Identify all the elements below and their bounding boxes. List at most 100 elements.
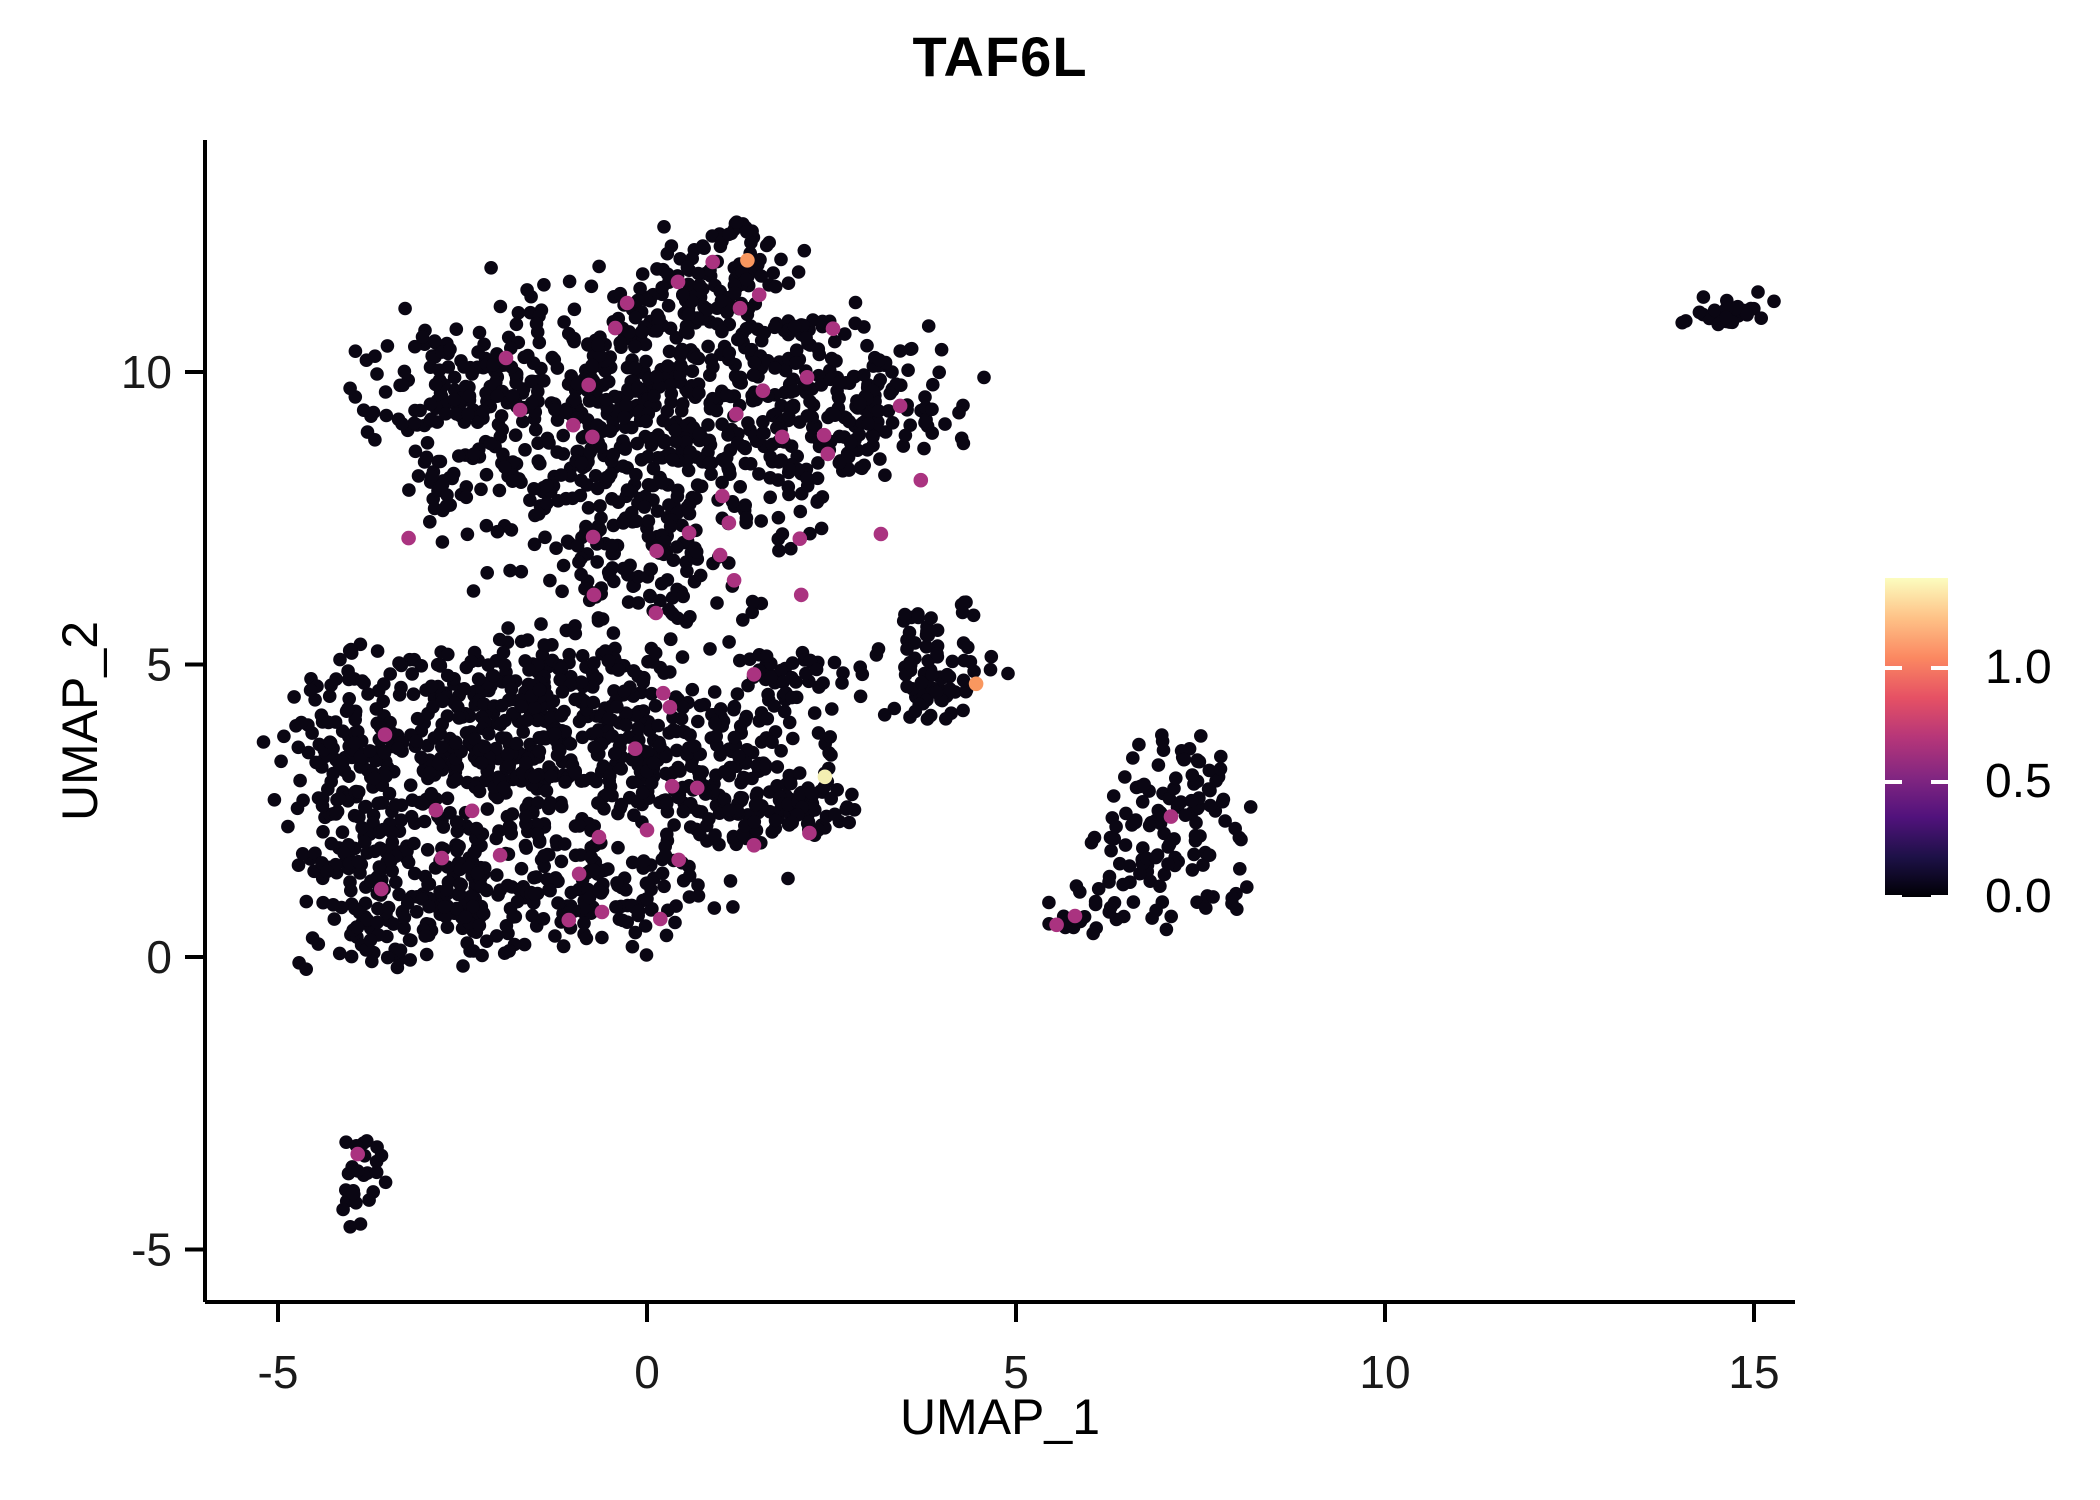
cell-point: [759, 238, 774, 253]
cell-point: [592, 348, 607, 363]
cell-point: [556, 939, 571, 953]
cell-point: [524, 396, 539, 411]
cell-point: [514, 564, 529, 579]
cell-point: [383, 667, 398, 681]
cell-point: [881, 404, 896, 418]
cell-point: [782, 487, 796, 502]
cell-point: [657, 534, 672, 549]
cell-point: [397, 921, 411, 935]
cell-point: [303, 683, 318, 697]
cell-point: [952, 405, 966, 420]
cell-point: [435, 694, 450, 709]
cell-point: [680, 564, 694, 578]
expressing-cell-point: [913, 472, 929, 488]
cell-point: [587, 740, 601, 755]
cell-point: [408, 339, 422, 354]
cell-point: [691, 889, 706, 903]
cell-point: [873, 452, 887, 466]
cell-point: [472, 918, 487, 933]
cell-point: [940, 667, 955, 682]
cell-point: [394, 680, 408, 695]
cell-point: [693, 568, 708, 583]
expressing-cell-point: [715, 488, 730, 504]
cell-point: [435, 740, 449, 754]
cell-point: [691, 878, 705, 892]
cell-point: [525, 908, 540, 923]
cell-point: [787, 319, 802, 334]
cell-point: [925, 667, 939, 682]
cell-point: [476, 905, 490, 920]
cell-point: [900, 679, 914, 694]
cell-point: [528, 422, 543, 437]
cell-point: [420, 843, 435, 857]
cell-point: [1199, 901, 1213, 915]
cell-point: [828, 408, 842, 423]
cell-point: [846, 369, 861, 384]
cell-point: [511, 306, 526, 320]
cell-point: [352, 810, 366, 824]
cell-point: [556, 428, 570, 443]
cell-point: [378, 1175, 393, 1190]
x-tick-label: 15: [1728, 1346, 1779, 1398]
cell-point: [692, 278, 707, 293]
cell-point: [1754, 311, 1768, 326]
cell-point: [1167, 781, 1181, 796]
cell-point: [493, 717, 508, 732]
cell-point: [738, 441, 752, 456]
expressing-cell-point: [689, 780, 705, 796]
expressing-cell-point: [1163, 809, 1179, 824]
cell-point: [683, 610, 697, 624]
cell-point: [644, 903, 658, 917]
cell-point: [1230, 902, 1244, 916]
cell-point: [452, 449, 466, 463]
cell-point: [403, 953, 418, 967]
expressing-cell-point: [721, 515, 737, 531]
cell-point: [832, 456, 847, 470]
expressing-cell-point: [732, 300, 748, 316]
cell-point: [602, 711, 616, 726]
cell-point: [625, 855, 640, 870]
cell-point: [754, 269, 769, 283]
cell-point: [363, 744, 377, 758]
cell-point: [332, 791, 347, 806]
cell-point: [423, 397, 438, 412]
cell-point: [572, 555, 586, 569]
cell-point: [693, 698, 708, 713]
cell-point: [714, 702, 728, 716]
cell-point: [662, 602, 676, 617]
cell-point: [471, 345, 485, 359]
cell-point: [404, 809, 419, 824]
cell-point: [509, 317, 524, 332]
cell-point: [811, 456, 825, 470]
cell-point: [1751, 285, 1765, 299]
cell-point: [322, 689, 337, 703]
cell-point: [299, 962, 314, 976]
cell-point: [573, 848, 588, 862]
cell-point: [611, 840, 625, 855]
cell-point: [616, 913, 630, 928]
cell-point: [342, 692, 357, 706]
cell-point: [581, 338, 595, 352]
cell-point: [333, 652, 347, 667]
cell-point: [703, 401, 718, 416]
cell-point: [781, 276, 796, 291]
cell-point: [554, 468, 568, 482]
expressing-cell-point: [751, 287, 767, 303]
expressing-cell-point: [492, 847, 508, 863]
cell-point: [433, 659, 448, 673]
cell-point: [509, 736, 524, 751]
cell-point: [591, 614, 606, 628]
cell-point: [701, 339, 715, 354]
cell-point: [782, 409, 796, 424]
cell-point: [722, 227, 736, 242]
cell-point: [605, 492, 619, 506]
cell-point: [730, 687, 745, 701]
expressing-cell-point: [561, 912, 577, 928]
cell-point: [845, 787, 859, 802]
cell-point: [332, 946, 347, 961]
cell-point: [917, 441, 931, 456]
cell-point: [407, 416, 422, 431]
expressing-cell-point: [1049, 917, 1064, 933]
cell-point: [738, 498, 752, 512]
cell-point: [357, 676, 371, 690]
